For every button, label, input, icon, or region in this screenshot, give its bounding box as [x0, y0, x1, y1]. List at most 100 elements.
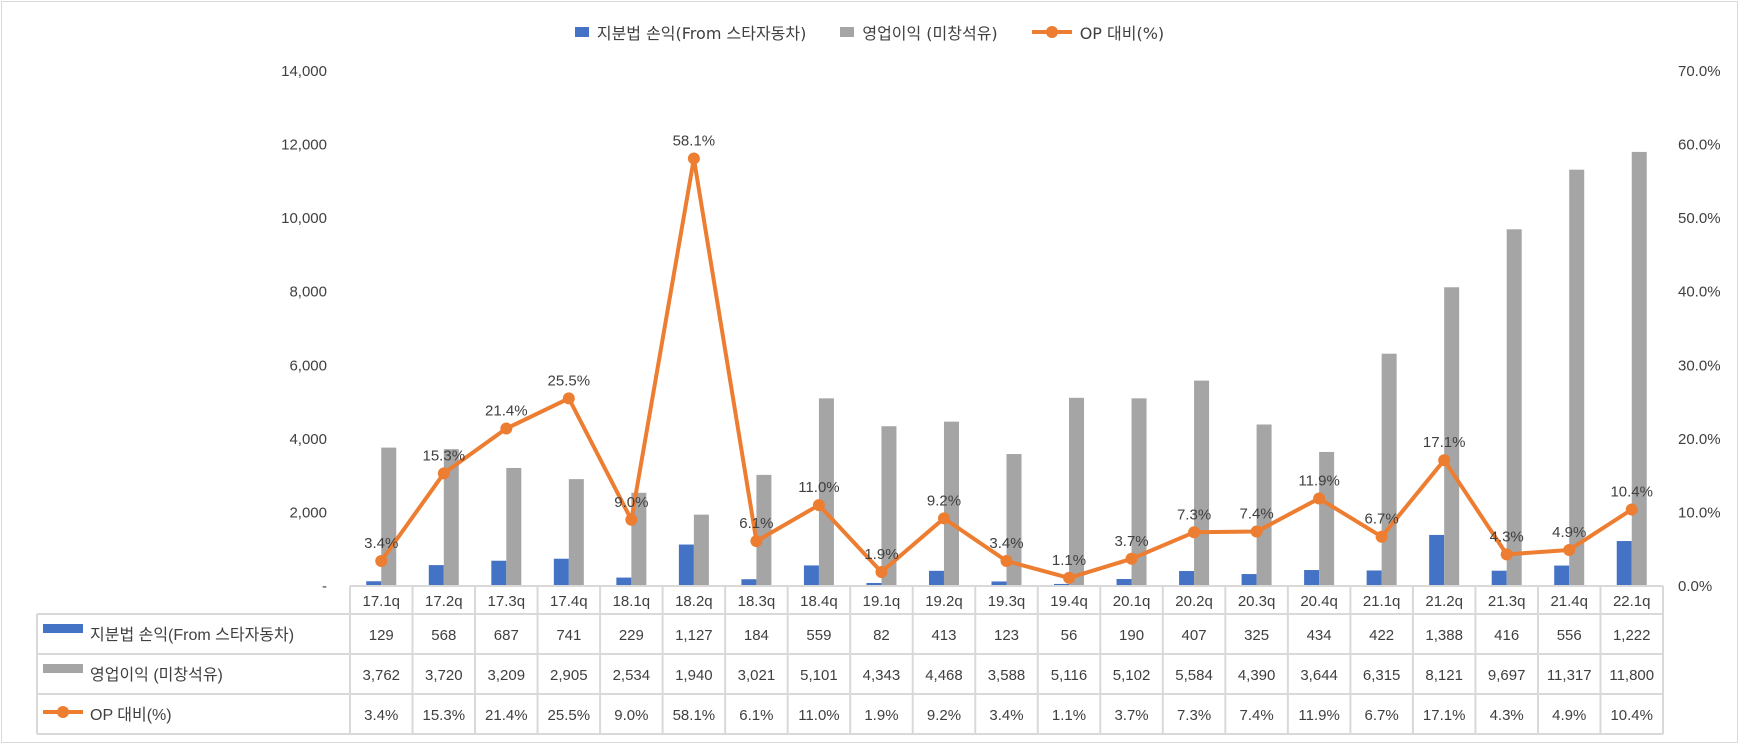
table-cell: 5,116 — [1051, 667, 1087, 684]
table-cell: 1.9% — [864, 707, 898, 724]
bar-equity — [1179, 571, 1195, 586]
point-op-ratio — [562, 392, 575, 405]
table-cell: 5,101 — [800, 667, 838, 684]
table-cell: 6.1% — [739, 707, 773, 724]
point-op-ratio — [1625, 503, 1638, 516]
table-cell: 21.4% — [485, 707, 528, 724]
data-label-op-ratio: 21.4% — [485, 403, 528, 420]
table-cell: 4.3% — [1490, 707, 1524, 724]
bar-operating-profit — [818, 398, 834, 586]
left-axis-tick: 12,000 — [281, 137, 327, 154]
bar-operating-profit — [1444, 287, 1460, 586]
legend-swatch — [840, 27, 855, 37]
table-cell: 9,697 — [1488, 667, 1526, 684]
legend-item-op: 영업이익 (미창석유) — [840, 20, 998, 44]
table-cell: 3.4% — [989, 707, 1023, 724]
bar-equity — [741, 579, 757, 586]
data-label-op-ratio: 1.1% — [1052, 552, 1086, 569]
table-cell: 559 — [806, 627, 831, 644]
table-cell: 3.7% — [1114, 707, 1148, 724]
data-label-op-ratio: 1.9% — [864, 546, 898, 563]
category-label: 20.1q — [1113, 593, 1151, 610]
category-label: 19.3q — [988, 593, 1026, 610]
bar-operating-profit — [506, 467, 522, 586]
category-label: 21.4q — [1550, 593, 1588, 610]
data-label-op-ratio: 3.4% — [364, 535, 398, 552]
table-cell: 58.1% — [673, 707, 716, 724]
table-cell: 184 — [744, 627, 769, 644]
point-op-ratio — [1125, 552, 1138, 565]
table-cell: 190 — [1119, 627, 1144, 644]
bar-operating-profit — [1131, 398, 1147, 586]
point-op-ratio — [1375, 530, 1388, 543]
bar-equity — [1366, 570, 1382, 586]
table-cell: 2,905 — [550, 667, 588, 684]
table-cell: 1.1% — [1052, 707, 1086, 724]
bar-operating-profit — [1194, 380, 1210, 586]
table-cell: 2,534 — [613, 667, 651, 684]
data-label-op-ratio: 9.0% — [614, 494, 648, 511]
bar-operating-profit — [1631, 151, 1647, 586]
category-label: 18.2q — [675, 593, 713, 610]
right-axis-tick: 0.0% — [1678, 578, 1712, 595]
table-cell: 325 — [1244, 627, 1269, 644]
legend-item-ratio: OP 대비(%) — [1031, 20, 1165, 44]
category-label: 22.1q — [1613, 593, 1651, 610]
table-cell: 1,222 — [1613, 627, 1651, 644]
legend: 지분법 손익(From 스타자동차) 영업이익 (미창석유) OP 대비(%) — [0, 20, 1739, 44]
bar-equity — [1304, 570, 1320, 586]
point-op-ratio — [1438, 454, 1451, 467]
point-op-ratio — [1188, 526, 1201, 539]
right-axis-tick: 10.0% — [1678, 504, 1721, 521]
category-label: 21.2q — [1425, 593, 1463, 610]
bar-equity — [1491, 570, 1507, 586]
table-cell: 1,388 — [1425, 627, 1463, 644]
legend-label: 영업이익 (미창석유) — [862, 24, 998, 43]
table-cell: 11.9% — [1298, 707, 1339, 724]
right-axis-tick: 60.0% — [1678, 137, 1721, 154]
bar-operating-profit — [1256, 424, 1272, 586]
point-op-ratio — [687, 152, 700, 165]
table-row-header: 지분법 손익(From 스타자동차) — [90, 626, 294, 644]
bar-operating-profit — [943, 421, 959, 586]
point-op-ratio — [750, 535, 763, 548]
bar-operating-profit — [1569, 169, 1585, 586]
table-legend-key — [57, 706, 69, 718]
table-cell: 3,762 — [362, 667, 400, 684]
right-axis-tick: 70.0% — [1678, 63, 1721, 80]
bar-equity — [366, 581, 382, 586]
category-label: 17.1q — [362, 593, 400, 610]
category-label: 18.4q — [800, 593, 838, 610]
data-label-op-ratio: 6.1% — [739, 515, 773, 532]
bar-equity — [553, 558, 569, 586]
bar-operating-profit — [1319, 451, 1335, 586]
point-op-ratio — [1250, 525, 1263, 538]
table-cell: 407 — [1182, 627, 1207, 644]
bar-operating-profit — [1381, 353, 1397, 586]
bar-equity — [1054, 583, 1070, 586]
bar-operating-profit — [568, 479, 584, 586]
legend-label: OP 대비(%) — [1079, 24, 1165, 43]
bar-equity — [1241, 574, 1257, 586]
data-label-op-ratio: 3.7% — [1114, 533, 1148, 550]
data-label-op-ratio: 11.9% — [1298, 472, 1339, 489]
table-cell: 416 — [1494, 627, 1519, 644]
table-cell: 82 — [873, 627, 890, 644]
table-cell: 5,584 — [1175, 667, 1213, 684]
bar-equity — [1429, 534, 1445, 586]
table-cell: 17.1% — [1423, 707, 1466, 724]
data-label-op-ratio: 9.2% — [927, 492, 961, 509]
right-axis-tick: 40.0% — [1678, 284, 1721, 301]
left-axis-tick: 4,000 — [289, 431, 327, 448]
bar-equity — [428, 565, 444, 586]
left-axis-tick: 14,000 — [281, 63, 327, 80]
legend-item-equity: 지분법 손익(From 스타자동차) — [574, 20, 806, 44]
data-label-op-ratio: 4.3% — [1490, 528, 1524, 545]
data-label-op-ratio: 11.0% — [798, 479, 839, 496]
category-label: 19.4q — [1050, 593, 1088, 610]
category-label: 21.1q — [1363, 593, 1401, 610]
legend-swatch — [1031, 26, 1072, 38]
category-label: 17.3q — [488, 593, 526, 610]
